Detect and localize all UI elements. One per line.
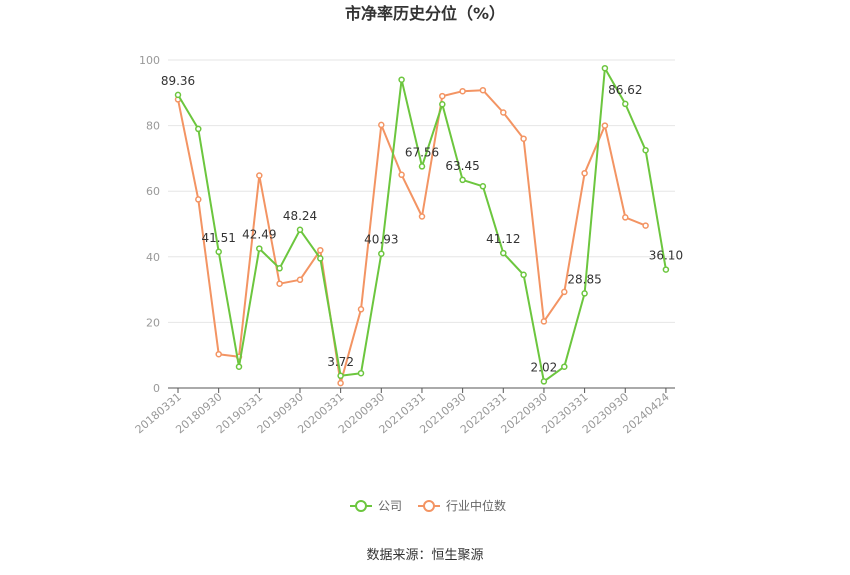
data-point	[642, 146, 649, 154]
data-point	[540, 318, 548, 325]
legend-label: 公司	[378, 499, 402, 513]
data-point	[622, 100, 629, 108]
legend-item-0[interactable]: 公司	[350, 499, 402, 513]
data-label: 3.72	[327, 355, 354, 369]
grid-lines	[168, 59, 675, 323]
data-label: 41.12	[486, 232, 520, 246]
data-label: 89.36	[161, 74, 195, 88]
data-point	[662, 266, 670, 273]
data-point	[378, 250, 385, 257]
data-labels: 89.36 41.51 42.49 48.24 3.72 40.93 67.56 63.45 4…	[161, 74, 683, 374]
data-point	[479, 183, 487, 190]
chart-title: 市净率历史分位（%）	[345, 4, 505, 23]
data-point	[378, 121, 385, 129]
data-point	[520, 271, 527, 279]
data-point	[479, 86, 487, 94]
data-point	[174, 91, 182, 99]
y-tick-label: 80	[146, 120, 160, 133]
data-point	[235, 363, 243, 370]
legend-marker	[423, 500, 435, 512]
data-point	[581, 169, 588, 177]
data-point	[195, 125, 202, 133]
y-tick-label: 40	[146, 251, 160, 264]
data-point	[357, 369, 365, 377]
data-point	[601, 122, 609, 129]
legend[interactable]: 公司 行业中位数	[350, 498, 506, 513]
data-label: 67.56	[405, 145, 439, 159]
data-point	[500, 249, 507, 257]
data-point	[439, 101, 446, 108]
data-point	[337, 372, 344, 380]
data-point	[418, 163, 426, 170]
data-point	[195, 196, 202, 203]
source-text: 数据来源：恒生聚源	[366, 548, 483, 563]
legend-marker	[355, 500, 367, 512]
data-point	[296, 276, 304, 284]
data-point	[601, 64, 609, 72]
data-point	[276, 265, 283, 272]
legend-item-1[interactable]: 行业中位数	[418, 498, 506, 513]
data-point	[256, 172, 263, 179]
data-point	[622, 214, 629, 221]
data-point	[215, 248, 222, 256]
data-point	[561, 288, 568, 296]
data-point	[215, 350, 222, 358]
data-label: 2.02	[531, 360, 558, 374]
data-label: 28.85	[567, 272, 601, 286]
data-point	[561, 363, 568, 370]
x-axis: 2018033120180930201903312019093020200331…	[133, 387, 675, 436]
y-tick-label: 100	[139, 54, 160, 67]
data-point	[337, 379, 344, 387]
data-point	[459, 87, 466, 95]
series-line	[177, 67, 667, 383]
data-label: 86.62	[608, 83, 642, 97]
data-point	[296, 226, 304, 234]
series-1	[174, 86, 649, 387]
data-point	[317, 246, 324, 254]
data-label: 48.24	[283, 209, 317, 223]
data-point	[459, 176, 466, 184]
data-point	[398, 171, 405, 179]
y-tick-label: 0	[153, 382, 160, 395]
data-point	[357, 306, 365, 313]
data-point	[500, 109, 507, 116]
y-axis: 0 20 40 60 80 100	[139, 54, 160, 395]
y-tick-label: 20	[146, 316, 160, 329]
data-point	[398, 76, 405, 83]
y-tick-label: 60	[146, 185, 160, 198]
data-point	[581, 290, 588, 297]
data-point	[256, 245, 263, 252]
data-label: 41.51	[202, 231, 236, 245]
series-0	[174, 64, 670, 385]
data-point	[439, 92, 446, 100]
series-line	[177, 89, 646, 385]
data-point	[317, 255, 324, 262]
data-point	[418, 213, 426, 220]
legend-label: 行业中位数	[446, 498, 506, 513]
data-point	[276, 280, 283, 287]
data-label: 63.45	[445, 159, 479, 173]
data-point	[642, 222, 649, 229]
data-point	[520, 135, 527, 142]
data-label: 36.10	[649, 249, 683, 263]
data-label: 40.93	[364, 233, 398, 247]
series-layer	[174, 64, 670, 387]
data-label: 42.49	[242, 228, 276, 242]
data-point	[540, 378, 548, 385]
